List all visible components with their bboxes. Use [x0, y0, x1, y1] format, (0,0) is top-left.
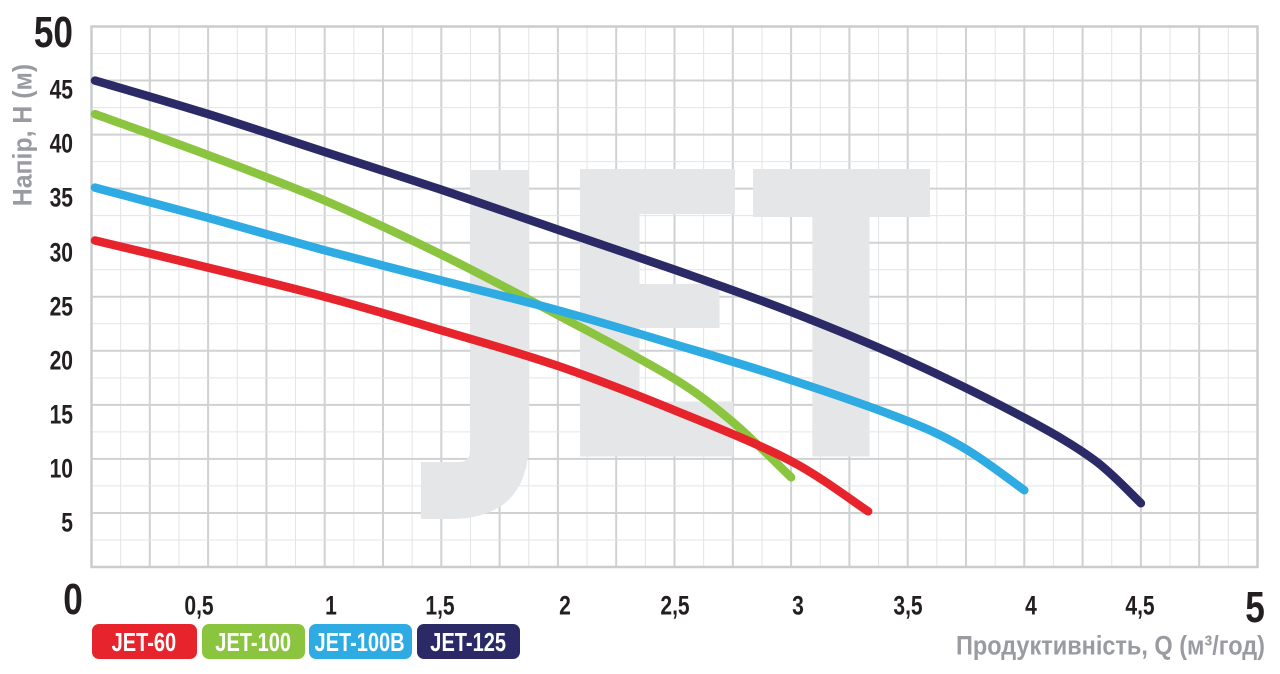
x-tick-label-4: 4: [1024, 592, 1039, 619]
curve-jet-100b: [90, 183, 1029, 495]
x-tick-label-4.5: 4,5: [1121, 592, 1159, 619]
x-tick-label-3.5: 3,5: [889, 592, 927, 619]
curves: [90, 76, 1146, 516]
x-origin-text: 0: [63, 575, 83, 625]
y-tick-label-40: 40: [42, 128, 73, 159]
x-tick-text: 2,5: [659, 590, 690, 620]
watermark-letter-T: [753, 169, 930, 457]
y-tick-text: 45: [49, 74, 73, 105]
y-tick-text: 15: [49, 399, 73, 430]
y-tick-text: 10: [49, 453, 73, 484]
plot-border: [90, 25, 1259, 569]
x-axis-title: Продуктивність, Q (м³/год): [910, 630, 1265, 661]
y-tick-text: 5: [60, 507, 73, 538]
legend-item-jet-100: JET-100: [202, 624, 305, 659]
x-tick-label-1.5: 1,5: [422, 592, 460, 619]
x-tick-text: 4,5: [1125, 590, 1155, 620]
legend-label: JET-100: [215, 626, 292, 657]
curve-jet-60: [90, 236, 873, 516]
x-tick-label-3: 3: [791, 592, 806, 619]
x-tick-label-1: 1: [323, 592, 338, 619]
x-max-text: 5: [1244, 583, 1265, 632]
y-tick-label-35: 35: [42, 182, 73, 213]
x-tick-text: 1: [324, 590, 337, 620]
x-tick-text: 3: [792, 590, 804, 620]
y-tick-label-25: 25: [42, 293, 72, 320]
watermark-letter-E: [580, 169, 735, 457]
legend-item-jet-100b: JET-100B: [308, 624, 412, 659]
legend-label: JET-125: [430, 626, 507, 657]
x-tick-label-0.5: 0,5: [180, 592, 218, 619]
y-tick-text: 20: [49, 345, 73, 376]
y-axis-title: Напір, H (м): [7, 58, 38, 213]
y-axis-title-text: Напір, H (м): [7, 63, 38, 207]
y-tick-label-15: 15: [42, 401, 72, 428]
x-tick-label-2: 2: [557, 592, 572, 619]
x-axis-title-text: Продуктивність, Q (м³/год): [955, 630, 1265, 661]
legend-item-jet-60: JET-60: [92, 624, 197, 659]
x-tick-label-2.5: 2,5: [656, 592, 694, 619]
x-tick-text: 3,5: [893, 590, 923, 620]
legend-label: JET-100B: [314, 626, 406, 657]
y-tick-label-5: 5: [57, 507, 73, 538]
x-tick-text: 2: [559, 590, 571, 620]
y-tick-text: 25: [49, 291, 73, 322]
y-tick-label-20: 20: [42, 347, 72, 374]
legend-label: JET-60: [111, 626, 177, 657]
legend-item-jet-125: JET-125: [416, 624, 520, 659]
curve-jet-125: [90, 76, 1146, 508]
y-max-text: 50: [33, 7, 73, 57]
y-tick-label-30: 30: [42, 239, 72, 266]
y-tick-text: 35: [49, 182, 73, 213]
x-axis-max-label: 5: [1242, 586, 1266, 630]
x-tick-text: 0,5: [184, 590, 214, 620]
y-tick-text: 30: [49, 237, 73, 267]
x-axis-origin-label: 0: [61, 578, 85, 622]
curve-jet-100: [90, 109, 796, 482]
y-tick-label-45: 45: [42, 74, 73, 105]
x-tick-text: 1,5: [425, 590, 455, 620]
x-tick-text: 4: [1025, 590, 1038, 620]
y-tick-text: 40: [49, 128, 73, 159]
y-axis-max-label: 50: [24, 7, 73, 57]
y-tick-label-10: 10: [42, 455, 72, 482]
